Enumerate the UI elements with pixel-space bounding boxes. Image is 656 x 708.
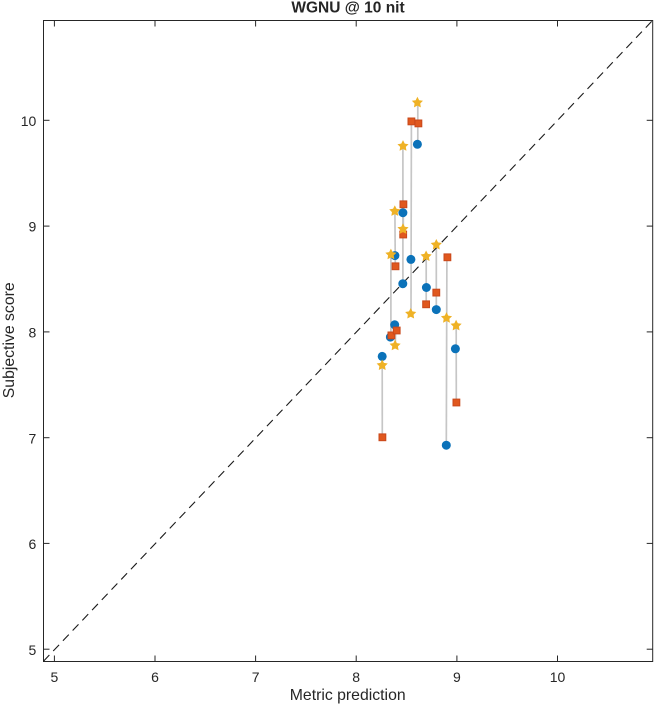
svg-text:Metric prediction: Metric prediction — [290, 687, 406, 704]
svg-text:8: 8 — [352, 669, 360, 685]
svg-text:5: 5 — [51, 669, 59, 685]
svg-text:9: 9 — [453, 669, 461, 685]
svg-text:10: 10 — [21, 113, 37, 129]
svg-text:WGNU @ 10 nit: WGNU @ 10 nit — [291, 0, 404, 16]
svg-text:Subjective score: Subjective score — [1, 282, 18, 398]
svg-text:6: 6 — [151, 669, 159, 685]
svg-text:6: 6 — [29, 536, 37, 552]
svg-text:8: 8 — [29, 325, 37, 341]
svg-text:5: 5 — [29, 642, 37, 658]
svg-text:9: 9 — [29, 219, 37, 235]
svg-text:7: 7 — [252, 669, 260, 685]
svg-text:7: 7 — [29, 430, 37, 446]
svg-text:10: 10 — [550, 669, 566, 685]
